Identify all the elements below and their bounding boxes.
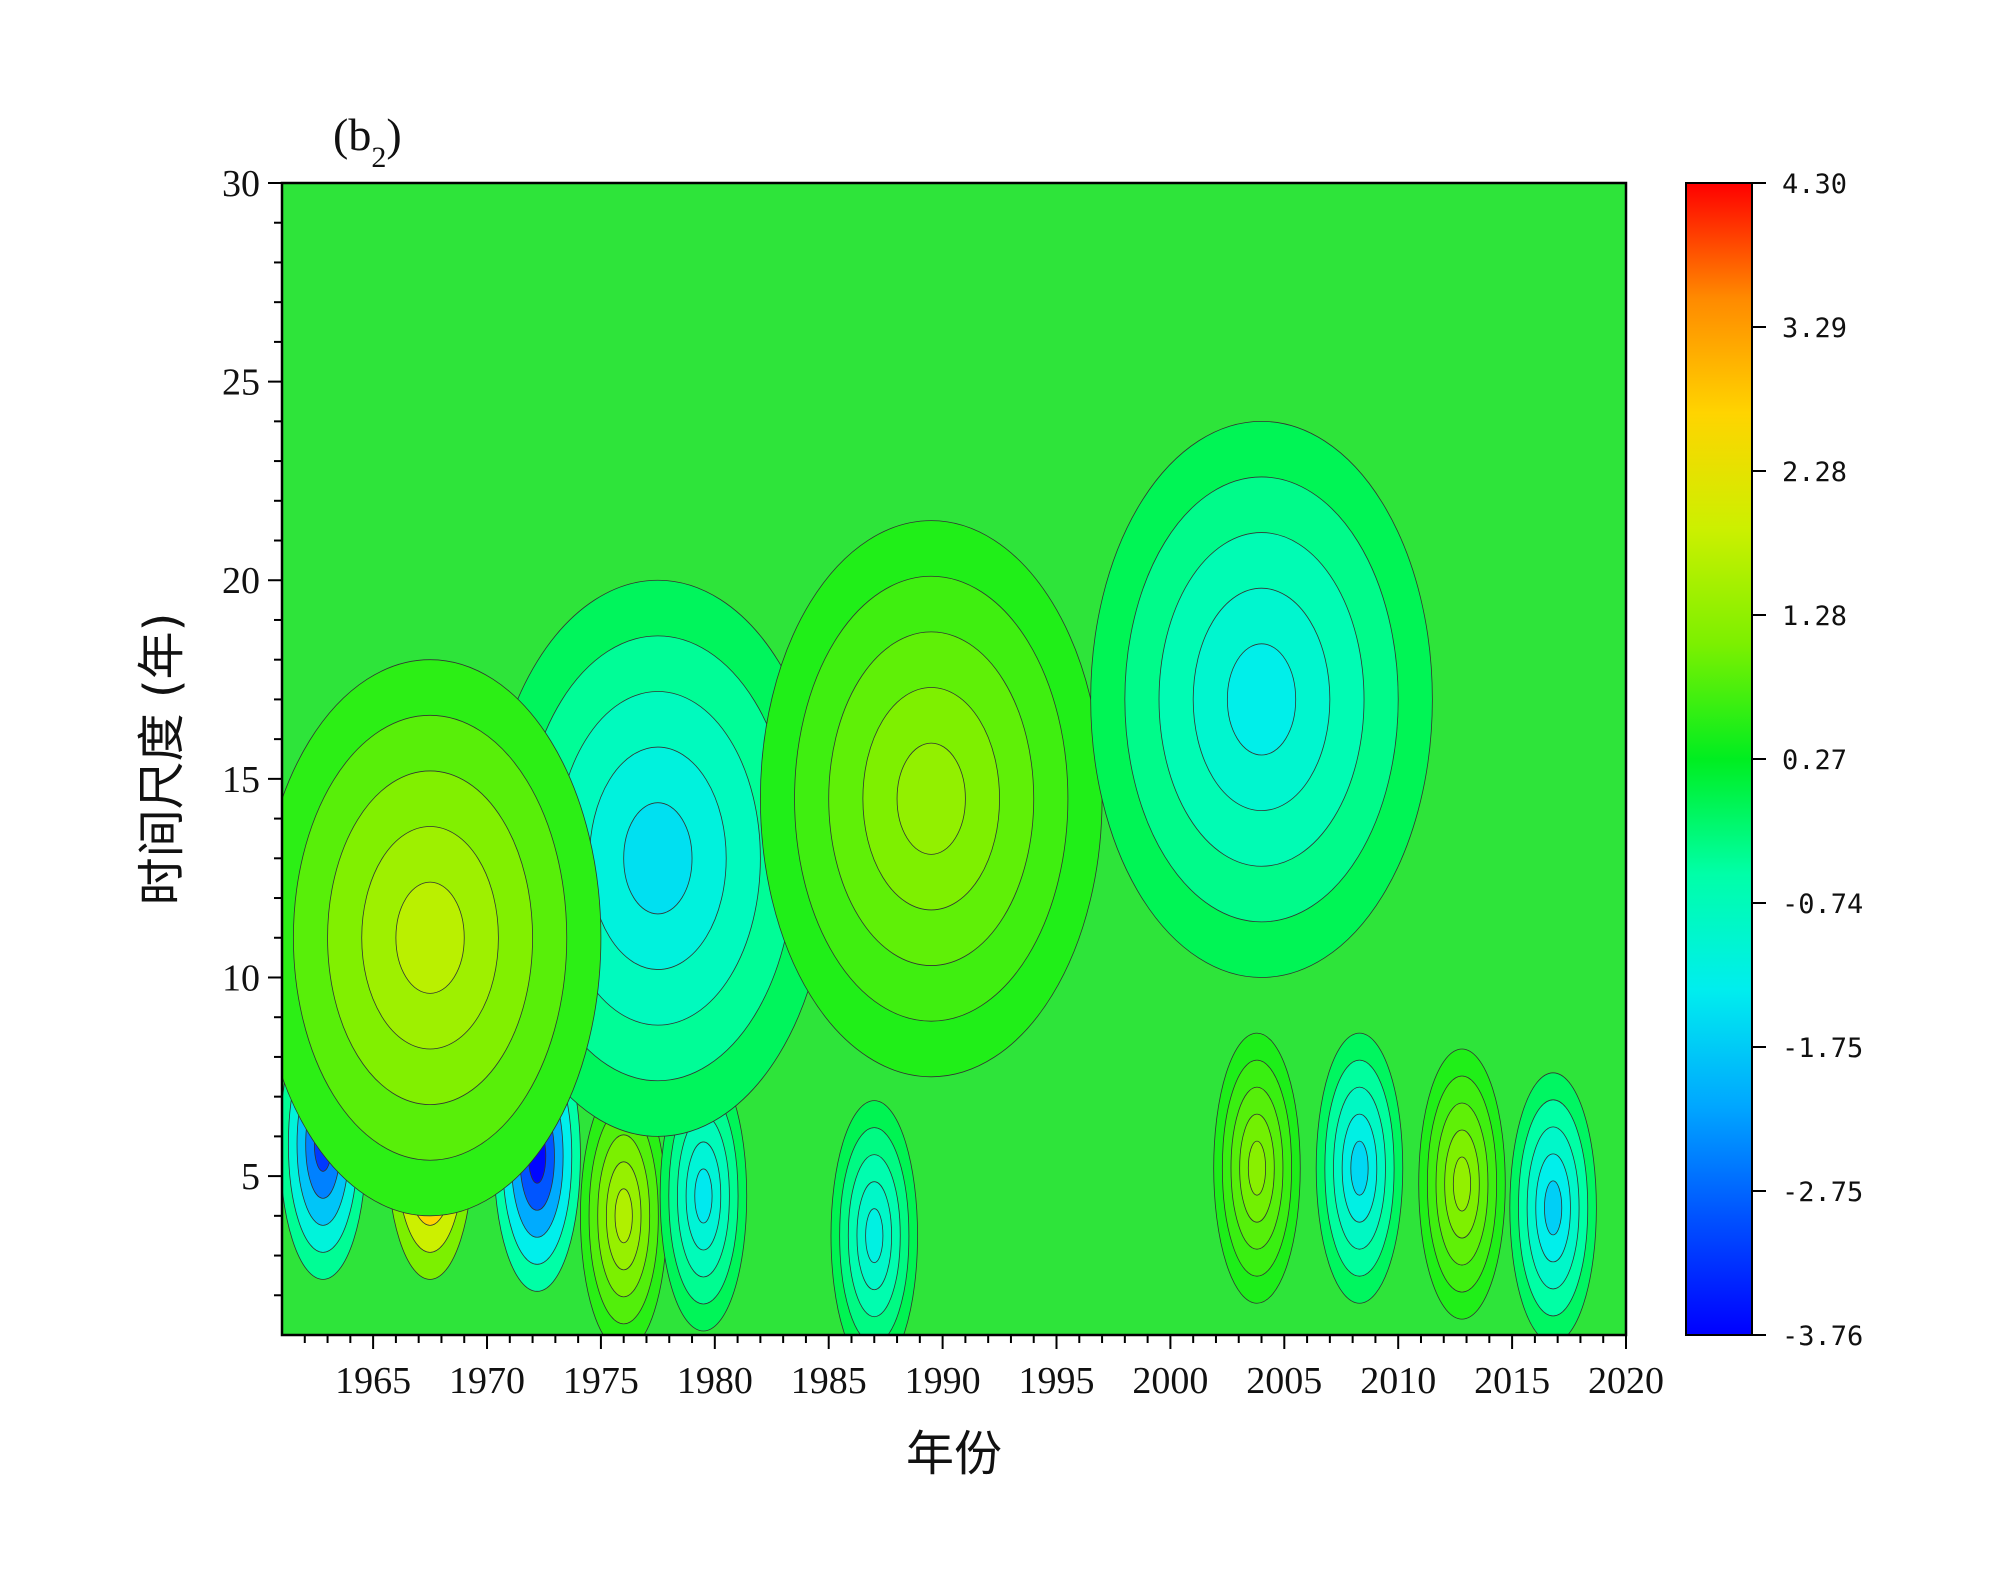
heatmap-contour xyxy=(1226,643,1297,756)
colorbar-tick-label: -0.74 xyxy=(1782,889,1863,920)
heatmap-feature xyxy=(1509,1072,1597,1335)
x-tick-label: 1990 xyxy=(905,1360,981,1402)
heatmap-contour xyxy=(1247,1140,1267,1196)
heatmap-layer xyxy=(282,420,1597,1335)
heatmap-feature xyxy=(659,1060,748,1332)
heatmap-contour xyxy=(1350,1140,1369,1196)
colorbar-tick-label: -2.75 xyxy=(1782,1177,1863,1208)
colorbar-bar xyxy=(1685,182,1753,1336)
x-axis-title: 年份 xyxy=(906,1426,1002,1482)
colorbar-tick-label: 1.28 xyxy=(1782,601,1847,632)
x-tick-label: 2020 xyxy=(1588,1360,1664,1402)
x-tick-label: 1965 xyxy=(335,1360,411,1402)
heatmap-contour xyxy=(865,1208,884,1264)
heatmap-feature xyxy=(1090,420,1433,978)
heatmap-contour xyxy=(623,802,693,915)
y-tick-label: 5 xyxy=(241,1156,260,1198)
heatmap-feature xyxy=(759,520,1103,1078)
plot-frame xyxy=(280,181,1628,1337)
x-tick-label: 1980 xyxy=(677,1360,753,1402)
heatmap-contour xyxy=(395,881,465,994)
y-tick-label: 10 xyxy=(222,957,260,999)
heatmap-contour xyxy=(694,1168,713,1224)
y-tick-label: 15 xyxy=(222,759,260,801)
x-axis: 1965 1970 1975 1980 1985 1990 1995 2000 2005 2010… xyxy=(303,1335,1664,1402)
heatmap-feature xyxy=(580,1080,668,1335)
colorbar-tick-label: -3.76 xyxy=(1782,1321,1863,1352)
heatmap-feature xyxy=(830,1100,918,1335)
y-tick-label: 30 xyxy=(222,163,260,205)
x-tick-label: 2010 xyxy=(1360,1360,1436,1402)
x-tick-label: 2015 xyxy=(1474,1360,1550,1402)
colorbar-tick-label: 4.30 xyxy=(1782,169,1847,200)
colorbar-tick-label: 2.28 xyxy=(1782,457,1847,488)
x-tick-label: 1970 xyxy=(449,1360,525,1402)
y-tick-label: 25 xyxy=(222,362,260,404)
heatmap-contour xyxy=(614,1188,633,1244)
heatmap-feature xyxy=(1315,1032,1404,1304)
heatmap-feature xyxy=(282,659,602,1217)
x-tick-label: 1975 xyxy=(563,1360,639,1402)
x-tick-label: 2005 xyxy=(1246,1360,1322,1402)
panel-label: (b2) xyxy=(333,109,402,174)
x-tick-label: 1985 xyxy=(791,1360,867,1402)
heatmap-contour xyxy=(896,742,966,855)
heatmap-contour xyxy=(1452,1156,1472,1212)
heatmap-feature xyxy=(1418,1048,1506,1320)
heatmap-contour xyxy=(1544,1180,1563,1236)
panel-label-subscript: 2 xyxy=(371,141,386,174)
colorbar-ticks: 4.30 3.29 2.28 1.28 0.27 -0.74 -1.75 -2.75 -3.76 xyxy=(1752,169,1863,1352)
x-tick-label: 1995 xyxy=(1019,1360,1095,1402)
heatmap-feature xyxy=(1213,1032,1301,1304)
colorbar-tick-label: 0.27 xyxy=(1782,745,1847,776)
y-axis: 5 10 15 20 25 30 xyxy=(222,163,282,1297)
colorbar: 4.30 3.29 2.28 1.28 0.27 -0.74 -1.75 -2.75 -3.76 xyxy=(1685,169,1863,1352)
panel-label-letter: b xyxy=(348,109,371,160)
colorbar-tick-label: 3.29 xyxy=(1782,313,1847,344)
x-tick-label: 2000 xyxy=(1132,1360,1208,1402)
y-tick-label: 20 xyxy=(222,560,260,602)
colorbar-tick-label: -1.75 xyxy=(1782,1033,1863,1064)
y-axis-title: 时间尺度 (年) xyxy=(134,613,190,906)
